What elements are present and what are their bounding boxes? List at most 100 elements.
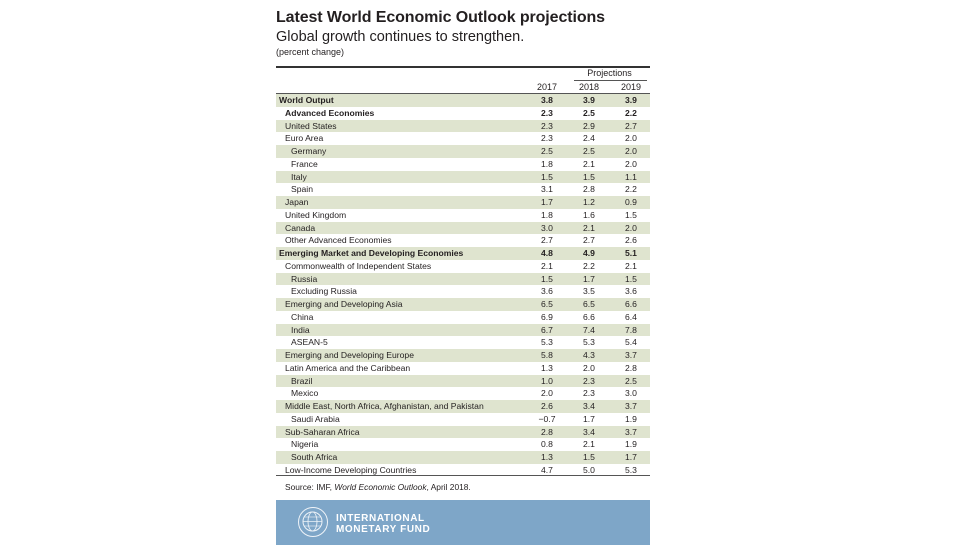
cell-2019: 2.2 [625,107,637,118]
table-row-advanced-economies: Advanced Economies 2.3 2.5 2.2 [276,107,650,120]
row-label: France [291,158,318,169]
cell-2017: 1.7 [541,197,553,207]
cell-2019: 1.7 [625,452,637,462]
cell-2018: 2.9 [583,120,595,131]
cell-2018: 3.5 [583,286,595,297]
source-suffix: , April 2018. [426,482,471,492]
imf-banner: INTERNATIONAL MONETARY FUND [276,500,650,545]
cell-2017: 1.3 [541,452,553,462]
cell-2019: 3.7 [625,426,637,437]
cell-2018: 7.4 [583,324,595,335]
outlook-card: Latest World Economic Outlook projection… [276,0,650,545]
header-rule [276,93,650,94]
top-rule [276,66,650,68]
page-title: Latest World Economic Outlook projection… [276,9,605,26]
cell-2018: 1.6 [583,209,595,220]
table-row-nigeria: Nigeria 0.8 2.1 1.9 [276,438,650,451]
cell-2017: 2.5 [541,146,553,156]
row-label: Russia [291,273,318,284]
row-label: Nigeria [291,439,319,450]
cell-2018: 3.4 [583,401,595,411]
table-row-excluding-russia: Excluding Russia 3.6 3.5 3.6 [276,285,650,298]
cell-2017: 2.3 [541,107,553,118]
table-row-germany: Germany 2.5 2.5 2.0 [276,145,650,158]
cell-2019: 1.5 [625,209,637,220]
row-label: Middle East, North Africa, Afghanistan, … [285,401,484,411]
table-row-emerging-market-and-developing-economies: Emerging Market and Developing Economies… [276,247,650,260]
table-row-world-output: World Output 3.8 3.9 3.9 [276,94,650,107]
table-row-brazil: Brazil 1.0 2.3 2.5 [276,374,650,388]
cell-2019: 1.5 [625,273,637,284]
cell-2018: 2.0 [583,362,595,373]
row-label: Mexico [291,388,319,399]
cell-2018: 2.1 [583,222,595,233]
cell-2019: 5.1 [625,248,637,258]
cell-2018: 3.9 [583,95,595,105]
row-label: United States [285,120,337,131]
cell-2018: 2.8 [583,184,595,195]
cell-2019: 1.9 [625,439,637,450]
table-row-spain: Spain 3.1 2.8 2.2 [276,183,650,196]
cell-2018: 6.5 [583,299,595,309]
cell-2017: 6.7 [541,324,553,335]
cell-2017: 1.0 [541,375,553,386]
row-label: Saudi Arabia [291,413,340,424]
row-label: Advanced Economies [285,107,375,118]
cell-2017: 4.8 [541,248,553,258]
table-row-india: India 6.7 7.4 7.8 [276,323,650,337]
table-row-mexico: Mexico 2.0 2.3 3.0 [276,387,650,400]
cell-2018: 5.3 [583,337,595,348]
cell-2018: 1.2 [583,197,595,207]
row-label: Emerging and Developing Europe [285,350,414,360]
org-name-line-2: MONETARY FUND [336,524,431,535]
cell-2017: 2.7 [541,235,553,246]
source-publication: World Economic Outlook [334,482,427,492]
table-row-latin-america-and-the-caribbean: Latin America and the Caribbean 1.3 2.0 2.8 [276,362,650,375]
table-row-middle-east-north-africa-afghanistan-and-pakistan: Middle East, North Africa, Afghanistan, … [276,400,650,413]
row-label: Sub-Saharan Africa [285,426,360,437]
cell-2019: 3.7 [625,401,637,411]
row-label: ASEAN-5 [291,337,328,348]
cell-2017: 2.6 [541,401,553,411]
cell-2017: 2.3 [541,133,553,144]
cell-2019: 3.6 [625,286,637,297]
cell-2018: 2.3 [583,375,595,386]
cell-2017: 2.1 [541,260,553,271]
cell-2019: 2.0 [625,222,637,233]
org-name: INTERNATIONAL MONETARY FUND [336,513,430,535]
cell-2019: 2.6 [625,235,637,246]
cell-2018: 2.7 [583,235,595,246]
cell-2017: 6.5 [541,299,553,309]
table-row-united-kingdom: United Kingdom 1.8 1.6 1.5 [276,209,650,222]
row-label: Japan [285,197,309,207]
cell-2017: 1.5 [541,171,553,182]
row-label: United Kingdom [285,209,347,220]
cell-2017: 3.8 [541,95,553,105]
cell-2018: 1.5 [583,171,595,182]
row-label: Low-Income Developing Countries [285,464,417,475]
row-label: Spain [291,184,313,195]
year-header-2017: 2017 [536,82,558,92]
table-row-sub-saharan-africa: Sub-Saharan Africa 2.8 3.4 3.7 [276,425,650,439]
cell-2019: 2.0 [625,133,637,144]
cell-2017: 2.8 [541,426,553,437]
year-header-2019: 2019 [620,82,642,92]
source-note: Source: IMF, World Economic Outlook, Apr… [285,482,471,492]
cell-2017: 2.0 [541,388,553,399]
cell-2018: 2.4 [583,133,595,144]
cell-2018: 5.0 [583,464,595,475]
cell-2017: 2.3 [541,120,553,131]
cell-2017: 5.8 [541,350,553,360]
cell-2018: 6.6 [583,311,595,322]
cell-2018: 2.5 [583,146,595,156]
cell-2019: 1.9 [625,413,637,424]
source-prefix: Source: IMF, [285,482,335,492]
row-label: Emerging Market and Developing Economies [279,248,464,258]
cell-2019: 2.0 [625,146,637,156]
row-label: Commonwealth of Independent States [285,260,432,271]
row-label: Brazil [291,375,313,386]
row-label: Excluding Russia [291,286,357,297]
cell-2017: 6.9 [541,311,553,322]
cell-2019: 5.3 [625,464,637,475]
cell-2019: 2.7 [625,120,637,131]
